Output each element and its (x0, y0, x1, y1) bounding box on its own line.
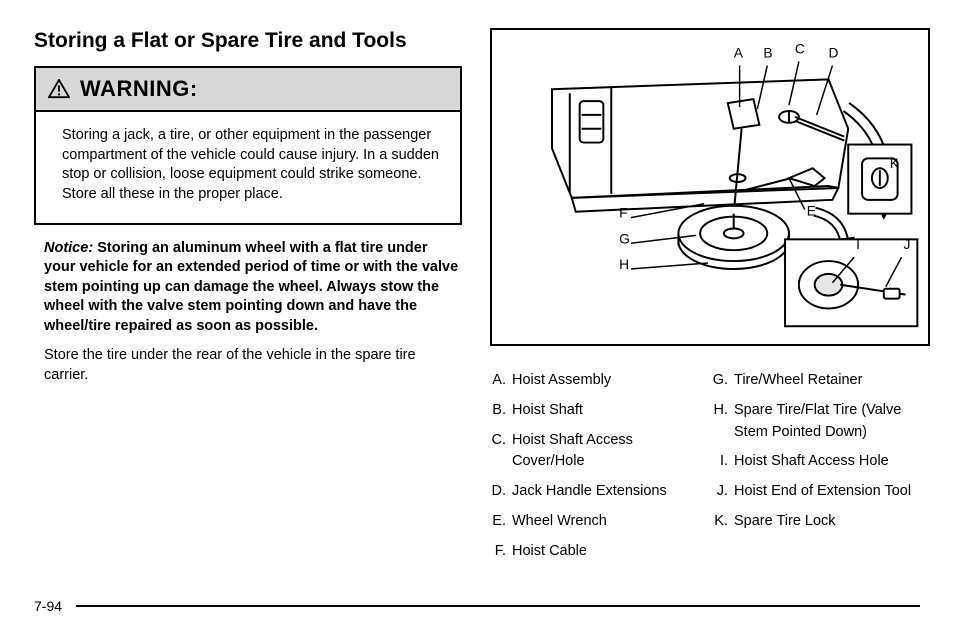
key-item: B.Hoist Shaft (490, 400, 698, 422)
key-letter: D. (490, 481, 512, 503)
key-letter: A. (490, 370, 512, 392)
key-letter: J. (712, 481, 734, 503)
svg-text:J: J (904, 236, 911, 252)
section-title: Storing a Flat or Spare Tire and Tools (34, 28, 462, 54)
key-item: G.Tire/Wheel Retainer (712, 370, 920, 392)
key-item: E.Wheel Wrench (490, 511, 698, 533)
key-letter: F. (490, 541, 512, 563)
page-number: 7-94 (34, 598, 62, 614)
svg-text:H: H (619, 256, 629, 272)
spare-tire-diagram: A B C D E FGH I J K (492, 30, 928, 344)
key-label: Wheel Wrench (512, 511, 698, 533)
key-item: I.Hoist Shaft Access Hole (712, 451, 920, 473)
svg-text:G: G (619, 230, 630, 246)
key-column-right: G.Tire/Wheel RetainerH.Spare Tire/Flat T… (712, 370, 920, 570)
key-letter: E. (490, 511, 512, 533)
key-letter: G. (712, 370, 734, 392)
content-columns: Storing a Flat or Spare Tire and Tools W… (34, 28, 920, 570)
key-label: Hoist Cable (512, 541, 698, 563)
key-item: K.Spare Tire Lock (712, 511, 920, 533)
right-column: ABCDEFGHIJK A.Hoist AssemblyB.Hoist Shaf… (490, 28, 920, 570)
key-label: Jack Handle Extensions (512, 481, 698, 503)
key-item: F.Hoist Cable (490, 541, 698, 563)
store-paragraph: Store the tire under the rear of the veh… (44, 346, 462, 385)
figure-frame: A B C D E FGH I J K (490, 28, 930, 346)
svg-text:C: C (795, 41, 805, 57)
key-letter: I. (712, 451, 734, 473)
warning-triangle-icon (48, 79, 70, 99)
key-label: Hoist Assembly (512, 370, 698, 392)
key-letter: H. (712, 400, 734, 444)
page-footer: 7-94 (34, 598, 920, 614)
key-item: J.Hoist End of Extension Tool (712, 481, 920, 503)
diagram-key: A.Hoist AssemblyB.Hoist ShaftC.Hoist Sha… (490, 370, 920, 570)
warning-header: WARNING: (36, 68, 460, 112)
key-label: Spare Tire Lock (734, 511, 920, 533)
manual-page: Storing a Flat or Spare Tire and Tools W… (0, 0, 954, 638)
notice-block: Notice: Storing an aluminum wheel with a… (44, 239, 462, 337)
key-letter: B. (490, 400, 512, 422)
svg-text:F: F (619, 205, 627, 221)
notice-text: Storing an aluminum wheel with a flat ti… (44, 240, 458, 334)
key-item: C.Hoist Shaft Access Cover/Hole (490, 430, 698, 474)
key-item: A.Hoist Assembly (490, 370, 698, 392)
key-item: D.Jack Handle Extensions (490, 481, 698, 503)
key-label: Spare Tire/Flat Tire (Valve Stem Pointed… (734, 400, 920, 444)
svg-text:E: E (807, 203, 816, 219)
key-label: Hoist Shaft Access Cover/Hole (512, 430, 698, 474)
warning-body: Storing a jack, a tire, or other equipme… (36, 112, 460, 222)
key-letter: C. (490, 430, 512, 474)
key-label: Tire/Wheel Retainer (734, 370, 920, 392)
key-letter: K. (712, 511, 734, 533)
key-label: Hoist Shaft Access Hole (734, 451, 920, 473)
svg-text:K: K (890, 155, 900, 171)
svg-text:D: D (828, 45, 838, 61)
key-label: Hoist Shaft (512, 400, 698, 422)
key-label: Hoist End of Extension Tool (734, 481, 920, 503)
key-item: H.Spare Tire/Flat Tire (Valve Stem Point… (712, 400, 920, 444)
footer-rule (76, 605, 920, 607)
notice-label: Notice: (44, 240, 93, 256)
warning-box: WARNING: Storing a jack, a tire, or othe… (34, 66, 462, 224)
svg-text:I: I (856, 236, 860, 252)
left-column: Storing a Flat or Spare Tire and Tools W… (34, 28, 462, 570)
warning-heading: WARNING: (80, 76, 198, 102)
svg-text:A: A (734, 45, 744, 61)
key-column-left: A.Hoist AssemblyB.Hoist ShaftC.Hoist Sha… (490, 370, 698, 570)
svg-text:B: B (763, 45, 772, 61)
